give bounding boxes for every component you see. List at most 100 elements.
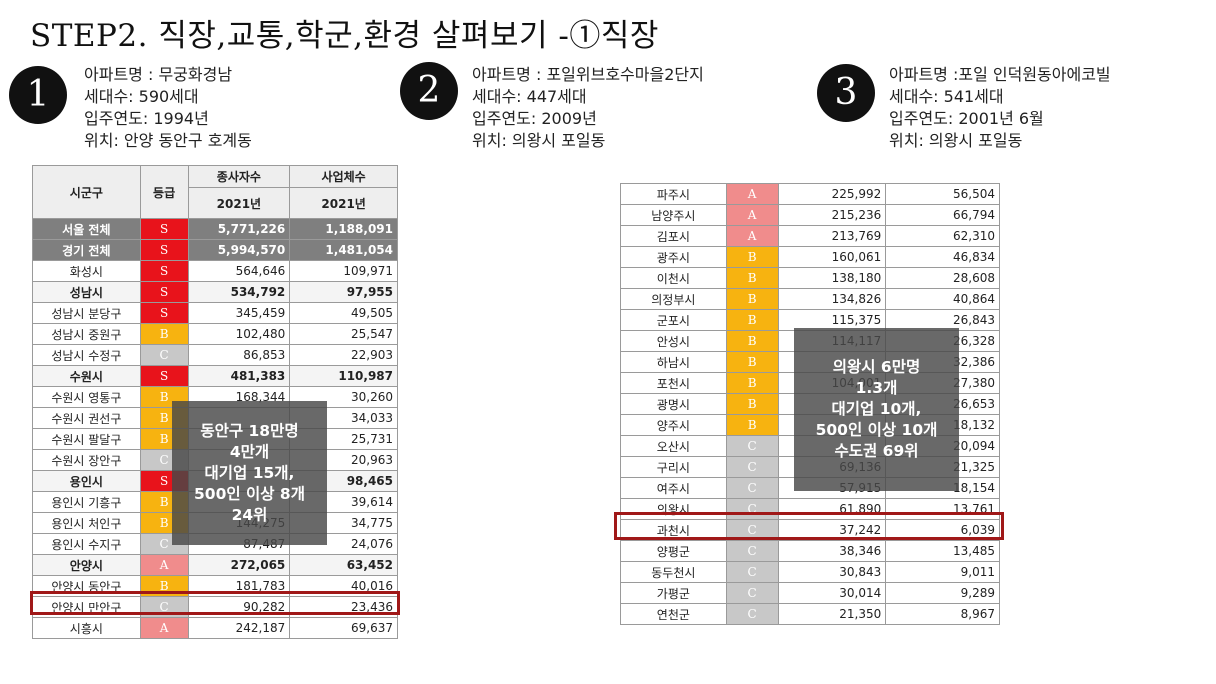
- region-name: 용인시 처인구: [32, 512, 141, 534]
- grade-badge: B: [725, 288, 779, 310]
- region-name: 수원시: [32, 365, 141, 387]
- business-count: 28,608: [885, 267, 1000, 289]
- apartment-2-info: 아파트명 : 포일위브호수마을2단지 세대수: 447세대 입주연도: 2009…: [472, 64, 704, 152]
- apartment-2-name: 아파트명 : 포일위브호수마을2단지: [472, 65, 704, 84]
- region-name: 하남시: [620, 351, 727, 373]
- business-count: 1,188,091: [289, 218, 398, 240]
- grade-badge: B: [725, 246, 779, 268]
- grade-badge: A: [139, 554, 189, 576]
- apartment-2-year: 입주연도: 2009년: [472, 109, 597, 128]
- table-row: 남양주시 A 215,236 66,794: [620, 204, 1000, 226]
- region-name: 안양시: [32, 554, 141, 576]
- region-name: 의정부시: [620, 288, 727, 310]
- region-name: 성남시: [32, 281, 141, 303]
- region-name: 용인시 수지구: [32, 533, 141, 555]
- employee-count: 160,061: [777, 246, 887, 268]
- table-row: 김포시 A 213,769 62,310: [620, 225, 1000, 247]
- table-row: 과천시 C 37,242 6,039: [620, 519, 1000, 541]
- business-count: 9,011: [885, 561, 1000, 583]
- header-employees: 종사자수: [187, 165, 291, 188]
- employee-count: 213,769: [777, 225, 887, 247]
- table-row: 시흥시 A 242,187 69,637: [32, 617, 398, 639]
- grade-badge: B: [139, 323, 189, 345]
- region-name: 수원시 권선구: [32, 407, 141, 429]
- business-count: 109,971: [289, 260, 398, 282]
- business-count: 46,834: [885, 246, 1000, 268]
- grade-badge: C: [725, 603, 779, 625]
- table-row: 광주시 B 160,061 46,834: [620, 246, 1000, 268]
- uiwang-summary-overlay: 의왕시 6만명 1.3개 대기업 10개, 500인 이상 10개 수도권 69…: [794, 328, 959, 491]
- table-row: 군포시 B 115,375 26,843: [620, 309, 1000, 331]
- employee-count: 564,646: [187, 260, 291, 282]
- grade-badge: S: [139, 239, 189, 261]
- business-count: 22,903: [289, 344, 398, 366]
- business-count: 66,794: [885, 204, 1000, 226]
- apartment-1-year: 입주연도: 1994년: [84, 109, 209, 128]
- highlight-dongan-row: [30, 591, 400, 615]
- header-year-businesses: 2021년: [289, 187, 398, 219]
- region-name: 경기 전체: [32, 239, 141, 261]
- region-name: 동두천시: [620, 561, 727, 583]
- dongan-summary-overlay: 동안구 18만명 4만개 대기업 15개, 500인 이상 8개 24위: [172, 401, 327, 545]
- business-count: 110,987: [289, 365, 398, 387]
- grade-badge: C: [139, 344, 189, 366]
- apartment-3-location: 위치: 의왕시 포일동: [889, 131, 1023, 150]
- grade-badge: B: [725, 414, 779, 436]
- business-count: 69,637: [289, 617, 398, 639]
- business-count: 13,485: [885, 540, 1000, 562]
- employee-count: 21,350: [777, 603, 887, 625]
- overlay-line: 500인 이상 8개: [194, 484, 305, 503]
- business-count: 56,504: [885, 183, 1000, 205]
- grade-badge: S: [139, 218, 189, 240]
- grade-badge: S: [139, 260, 189, 282]
- employee-count: 102,480: [187, 323, 291, 345]
- highlight-uiwang-row: [614, 512, 1004, 540]
- region-name: 용인시: [32, 470, 141, 492]
- employee-count: 5,771,226: [187, 218, 291, 240]
- region-name: 시흥시: [32, 617, 141, 639]
- region-name: 화성시: [32, 260, 141, 282]
- table-row: 연천군 C 21,350 8,967: [620, 603, 1000, 625]
- region-name: 수원시 영통구: [32, 386, 141, 408]
- step-number-1-badge: 1: [9, 66, 67, 124]
- overlay-line: 동안구 18만명: [200, 421, 299, 440]
- region-name: 성남시 중원구: [32, 323, 141, 345]
- step-number-2-badge: 2: [400, 62, 458, 120]
- apartment-3-name: 아파트명 :포일 인덕원동아에코빌: [889, 65, 1111, 84]
- apartment-3-info: 아파트명 :포일 인덕원동아에코빌 세대수: 541세대 입주연도: 2001년…: [889, 64, 1111, 152]
- apartment-2-households: 세대수: 447세대: [472, 87, 587, 106]
- employee-count: 272,065: [187, 554, 291, 576]
- apartment-3-year: 입주연도: 2001년 6월: [889, 109, 1044, 128]
- business-count: 49,505: [289, 302, 398, 324]
- region-name: 파주시: [620, 183, 727, 205]
- grade-badge: C: [725, 477, 779, 499]
- region-name: 연천군: [620, 603, 727, 625]
- table-row: 서울 전체 S 5,771,226 1,188,091: [32, 218, 398, 240]
- overlay-line: 대기업 15개,: [204, 463, 295, 482]
- table-row: 경기 전체 S 5,994,570 1,481,054: [32, 239, 398, 261]
- region-name: 가평군: [620, 582, 727, 604]
- employee-count: 134,826: [777, 288, 887, 310]
- business-count: 40,864: [885, 288, 1000, 310]
- region-name: 양평군: [620, 540, 727, 562]
- header-year-employees: 2021년: [187, 187, 291, 219]
- employee-count: 30,843: [777, 561, 887, 583]
- business-count: 25,547: [289, 323, 398, 345]
- table-row: 안양시 A 272,065 63,452: [32, 554, 398, 576]
- overlay-line: 의왕시 6만명: [832, 358, 921, 376]
- business-count: 63,452: [289, 554, 398, 576]
- table-row: 가평군 C 30,014 9,289: [620, 582, 1000, 604]
- grade-badge: A: [725, 225, 779, 247]
- employee-count: 86,853: [187, 344, 291, 366]
- region-name: 김포시: [620, 225, 727, 247]
- region-name: 군포시: [620, 309, 727, 331]
- employee-count: 115,375: [777, 309, 887, 331]
- table-row: 성남시 중원구 B 102,480 25,547: [32, 323, 398, 345]
- business-count: 1,481,054: [289, 239, 398, 261]
- table-row: 화성시 S 564,646 109,971: [32, 260, 398, 282]
- grade-badge: S: [139, 281, 189, 303]
- grade-badge: C: [725, 435, 779, 457]
- region-name: 여주시: [620, 477, 727, 499]
- region-name: 과천시: [620, 519, 727, 541]
- employee-count: 481,383: [187, 365, 291, 387]
